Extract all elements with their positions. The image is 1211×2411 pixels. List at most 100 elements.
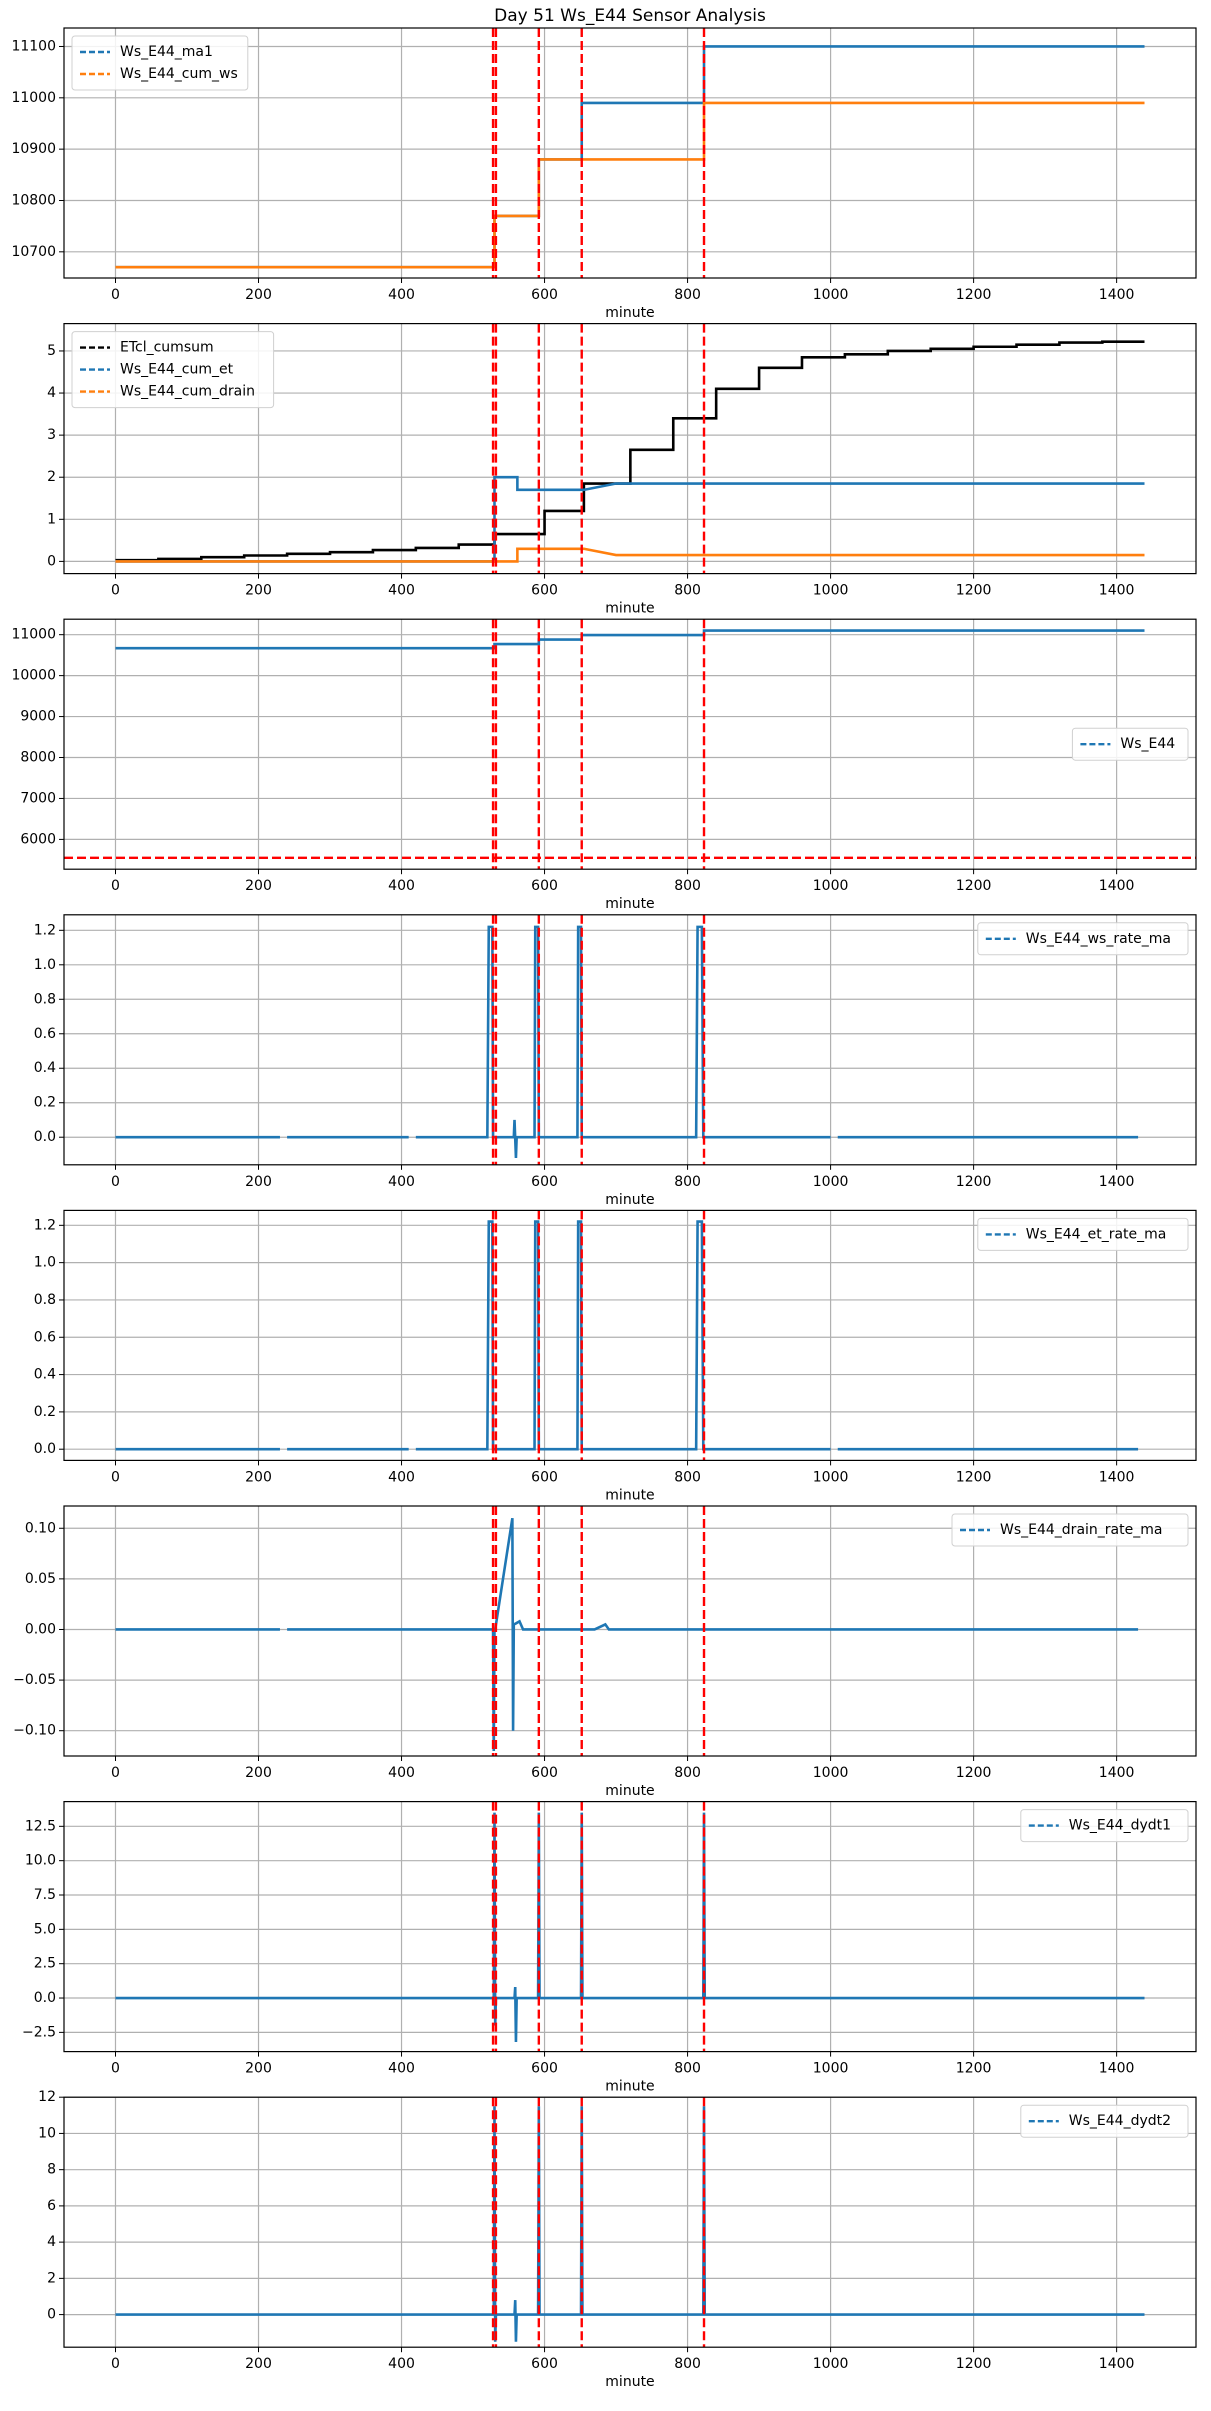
y-tick-label: 5.0 xyxy=(34,1921,56,1937)
subplot: 0 200 400 600 800 1000 1200 1400 0.0 0.2 0.4 0.6 0.8… xyxy=(34,914,1197,1208)
y-tick-label: 12 xyxy=(38,2089,56,2105)
y-tick-label: 9000 xyxy=(20,709,56,725)
data-line xyxy=(115,1220,1139,1451)
y-tick-label: 0.6 xyxy=(34,1026,56,1042)
x-tick-label: 1200 xyxy=(956,1469,992,1485)
data-line xyxy=(115,547,1145,563)
y-tick-label: 0 xyxy=(47,553,56,569)
x-tick-label: 0 xyxy=(111,2061,120,2077)
data-line xyxy=(115,2106,1145,2342)
legend: Ws_E44_dydt1 xyxy=(1020,1809,1189,1843)
x-tick-label: 400 xyxy=(388,878,415,894)
legend-label: Ws_E44_et_rate_ma xyxy=(1026,1226,1167,1242)
y-tick-label: 10900 xyxy=(11,141,56,157)
x-axis-label: minute xyxy=(605,2374,654,2390)
y-tick-label: 1.2 xyxy=(34,1217,56,1233)
legend-label: Ws_E44 xyxy=(1120,736,1175,752)
x-tick-label: 200 xyxy=(245,878,272,894)
y-tick-label: 2.5 xyxy=(34,1956,56,1972)
y-tick-label: 8000 xyxy=(20,750,56,766)
x-tick-label: 800 xyxy=(674,878,701,894)
y-tick-label: 10000 xyxy=(11,668,56,684)
subplot: 0 200 400 600 800 1000 1200 1400 10700 10800 10900… xyxy=(11,27,1197,321)
y-tick-label: 7000 xyxy=(20,790,56,806)
y-tick-label: 10.0 xyxy=(25,1853,56,1869)
x-tick-label: 400 xyxy=(388,1765,415,1781)
y-tick-label: 0.6 xyxy=(34,1329,56,1345)
figure-title: Day 51 Ws_E44 Sensor Analysis xyxy=(494,6,766,26)
legend-box xyxy=(1071,727,1189,761)
x-axis-label: minute xyxy=(605,1783,654,1799)
data-line xyxy=(115,340,1145,562)
axes-frame xyxy=(63,618,1197,870)
x-tick-label: 1200 xyxy=(956,2061,992,2077)
x-tick-label: 1200 xyxy=(956,1174,992,1190)
plot-area xyxy=(115,1506,1139,1756)
y-tick-label: 0.2 xyxy=(34,1404,56,1420)
x-tick-label: 0 xyxy=(111,878,120,894)
x-tick-label: 800 xyxy=(674,1469,701,1485)
legend: ETcl_cumsum Ws_E44_cum_et Ws_E44_cum_drain xyxy=(71,331,275,409)
y-tick-label: −0.10 xyxy=(13,1723,56,1739)
data-line xyxy=(115,629,1145,650)
legend-box xyxy=(1020,1809,1189,1843)
subplot: 0 200 400 600 800 1000 1200 1400 0 2 4 6 8 10 12 minute… xyxy=(38,2089,1197,2390)
y-tick-label: 11000 xyxy=(11,627,56,643)
y-tick-label: −0.05 xyxy=(13,1672,56,1688)
y-tick-label: 7.5 xyxy=(34,1887,56,1903)
x-tick-label: 800 xyxy=(674,583,701,599)
x-tick-label: 600 xyxy=(531,2356,558,2372)
x-tick-label: 600 xyxy=(531,878,558,894)
x-tick-label: 1400 xyxy=(1099,1174,1135,1190)
y-tick-label: 2 xyxy=(47,2270,56,2286)
y-tick-label: 0.05 xyxy=(25,1571,56,1587)
x-tick-label: 200 xyxy=(245,2061,272,2077)
data-line xyxy=(115,1812,1145,2043)
x-tick-label: 1000 xyxy=(813,1469,849,1485)
x-tick-label: 400 xyxy=(388,2061,415,2077)
x-tick-label: 1000 xyxy=(813,878,849,894)
legend-box xyxy=(977,922,1189,956)
x-axis-label: minute xyxy=(605,896,654,912)
x-tick-label: 0 xyxy=(111,1469,120,1485)
legend-box xyxy=(977,1217,1189,1251)
y-tick-label: 5 xyxy=(47,343,56,359)
x-axis-label: minute xyxy=(605,2079,654,2095)
y-tick-label: 0.8 xyxy=(34,1292,56,1308)
legend-box xyxy=(1020,2104,1189,2138)
axes-frame xyxy=(63,323,1197,575)
y-tick-label: 10800 xyxy=(11,192,56,208)
x-tick-label: 400 xyxy=(388,1469,415,1485)
axes-frame xyxy=(63,1800,1197,2053)
x-tick-label: 800 xyxy=(674,1174,701,1190)
x-tick-label: 400 xyxy=(388,2356,415,2372)
legend: Ws_E44 xyxy=(1071,727,1189,761)
x-tick-label: 200 xyxy=(245,287,272,303)
y-tick-label: 0.8 xyxy=(34,991,56,1007)
plot-area xyxy=(115,28,1145,278)
y-tick-label: 4 xyxy=(47,385,56,401)
legend: Ws_E44_drain_rate_ma xyxy=(951,1513,1189,1547)
y-tick-label: 0.0 xyxy=(34,1990,56,2006)
legend-label: Ws_E44_cum_ws xyxy=(120,66,238,82)
x-tick-label: 200 xyxy=(245,1469,272,1485)
plot-area xyxy=(115,2097,1145,2348)
x-tick-label: 600 xyxy=(531,583,558,599)
plot-area xyxy=(115,323,1145,574)
y-tick-label: 0.2 xyxy=(34,1095,56,1111)
x-tick-label: 1000 xyxy=(813,2061,849,2077)
y-tick-label: 11100 xyxy=(11,38,56,54)
x-tick-label: 400 xyxy=(388,287,415,303)
y-tick-label: 10700 xyxy=(11,244,56,260)
subplot: 0 200 400 600 800 1000 1200 1400 −2.5 0.0 2.5 5.0 7.… xyxy=(22,1800,1197,2095)
x-tick-label: 0 xyxy=(111,583,120,599)
y-tick-label: 0 xyxy=(47,2307,56,2323)
legend-box xyxy=(71,35,249,91)
y-tick-label: 10 xyxy=(38,2125,56,2141)
x-tick-label: 600 xyxy=(531,1765,558,1781)
y-tick-label: −2.5 xyxy=(22,2024,56,2040)
x-tick-label: 200 xyxy=(245,1765,272,1781)
y-tick-label: 0.4 xyxy=(34,1367,56,1383)
data-line xyxy=(115,475,1145,563)
